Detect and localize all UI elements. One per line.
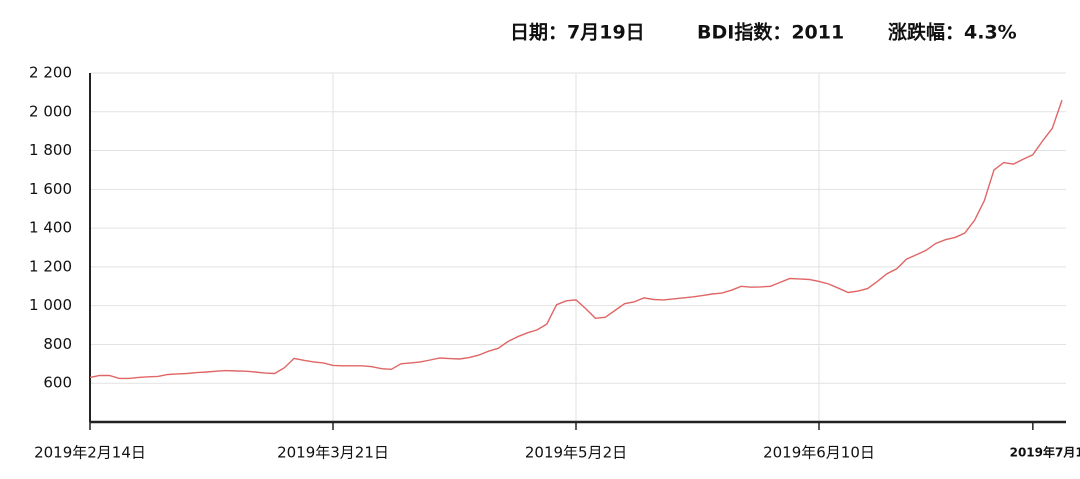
series-line [89,99,1063,380]
y-tick-label: 1 600 [29,180,72,198]
y-tick-label: 800 [43,335,72,353]
y-tick-label: 600 [43,374,72,392]
y-tick-label: 2 200 [29,64,72,82]
x-tick-label: 2019年6月10日 [763,444,875,462]
y-tick-label: 2 000 [29,102,72,120]
x-tick-label: 2019年7月17日 [1010,445,1080,460]
annotation-date: 日期：7月19日 [510,22,645,44]
x-tick-label: 2019年3月21日 [277,444,389,462]
annotation-index: BDI指数：2011 [697,21,844,44]
y-tick-label: 1 800 [29,141,72,159]
x-tick-label: 2019年2月14日 [34,444,146,462]
y-tick-label: 1 200 [29,257,72,275]
y-tick-label: 1 400 [29,219,72,237]
y-tick-label: 1 000 [29,296,72,314]
annotation-change: 涨跌幅：4.3% [888,21,1017,44]
x-tick-label: 2019年5月2日 [525,444,627,462]
